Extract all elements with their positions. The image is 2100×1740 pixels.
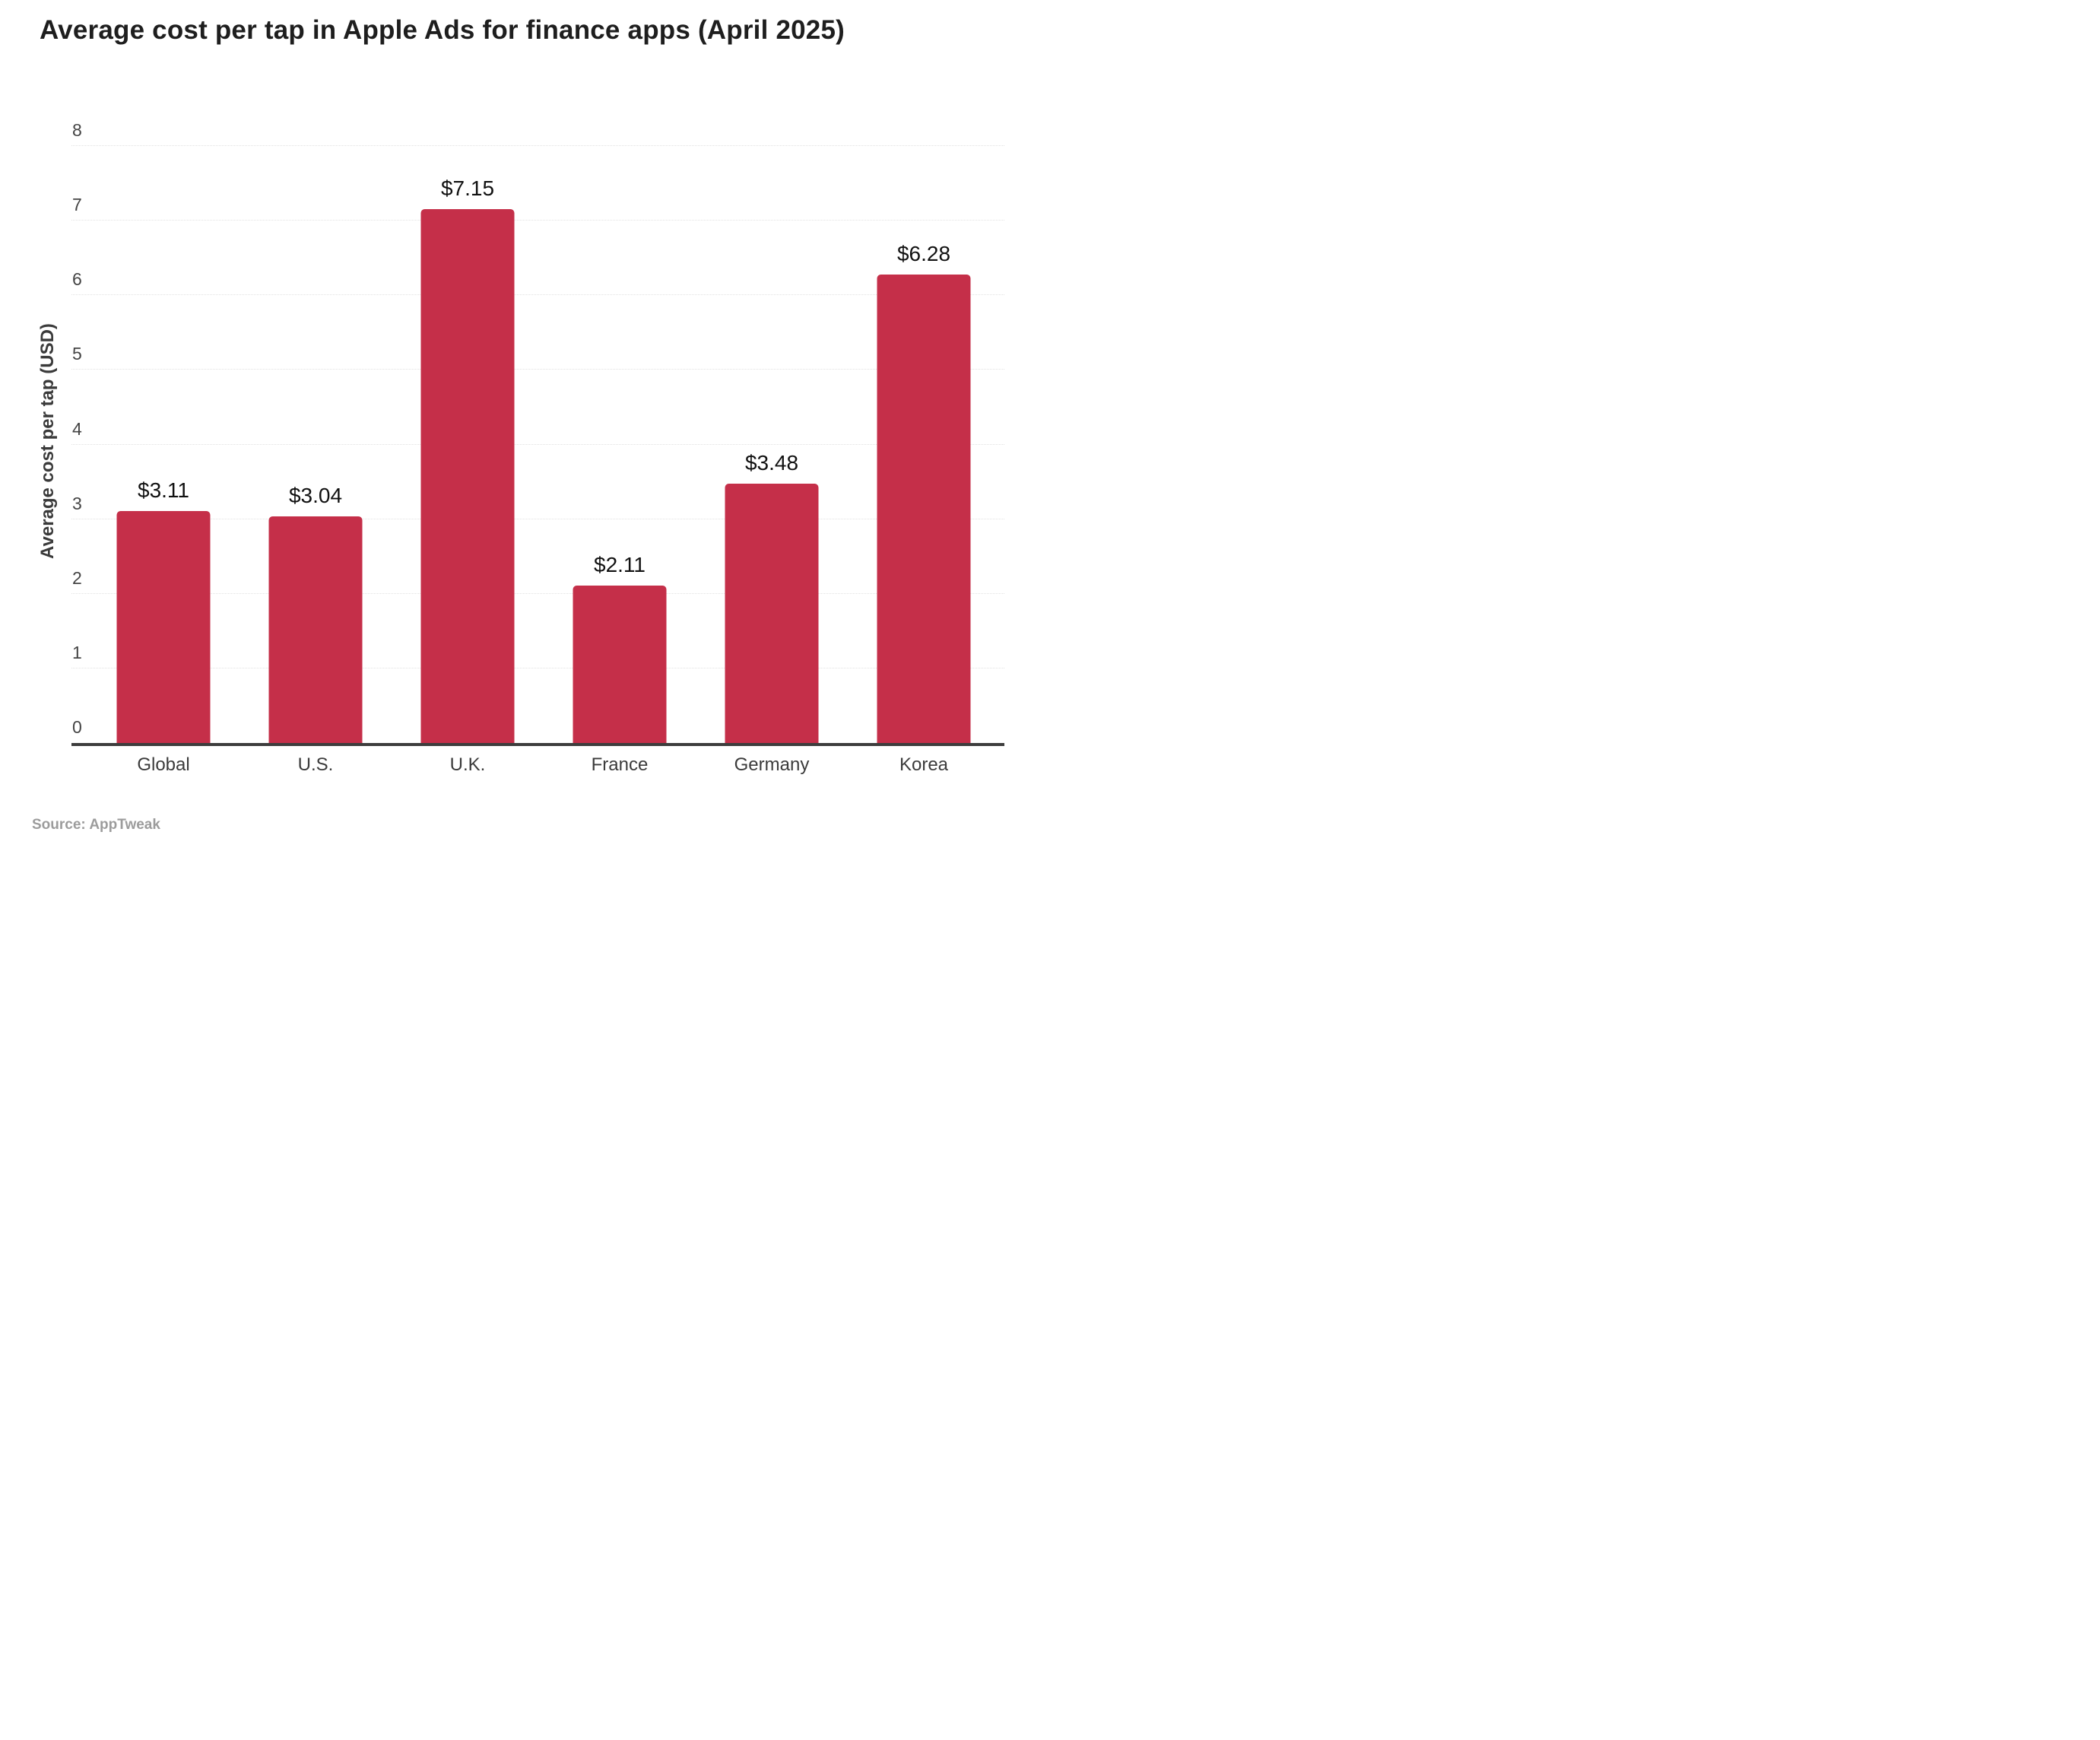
bar-value-label: $2.11 (594, 552, 646, 576)
gridline (71, 220, 1004, 221)
x-axis-line (71, 743, 1004, 746)
gridline (71, 592, 1004, 594)
y-tick-label: 0 (72, 717, 82, 737)
y-axis-title: Average cost per tap (USD) (37, 323, 58, 559)
y-tick-label: 2 (72, 567, 82, 588)
bar-slot: $6.28 (848, 146, 1000, 743)
bar-value-label: $3.48 (744, 450, 799, 475)
gridline (71, 294, 1004, 296)
x-axis-label: Germany (734, 754, 810, 775)
y-tick-label: 3 (72, 493, 82, 513)
bar-slot: $2.11 (544, 146, 696, 743)
plot-area: 0 1 2 3 4 5 6 7 8 $3.11 $3.04 $7.15 $2.11 $3.48 $6.28 (71, 122, 1004, 743)
bar-value-label: $3.11 (138, 478, 189, 502)
y-tick-label: 7 (72, 195, 82, 215)
y-tick-label: 1 (72, 642, 82, 662)
x-axis-labels: Global U.S. U.K. France Germany Korea (87, 754, 1000, 785)
gridline (71, 145, 1004, 146)
bar-slot: $7.15 (392, 146, 544, 743)
bar-korea (877, 274, 971, 743)
bar-france (573, 585, 667, 743)
bar-value-label: $6.28 (896, 241, 951, 265)
x-axis-label: U.S. (297, 754, 334, 775)
bar-slot: $3.11 (87, 146, 240, 743)
x-axis-label: France (591, 754, 649, 775)
y-tick-label: 8 (72, 120, 82, 140)
bar-uk (420, 209, 515, 743)
bar-value-label: $3.04 (288, 483, 343, 507)
chart-title: Average cost per tap in Apple Ads for fi… (40, 15, 845, 45)
bar-global (116, 510, 211, 743)
y-tick-label: 4 (72, 418, 82, 439)
chart-canvas: Average cost per tap in Apple Ads for fi… (0, 0, 1050, 870)
x-axis-label: Korea (899, 754, 949, 775)
x-axis-label: U.K. (449, 754, 486, 775)
gridline (71, 443, 1004, 445)
y-tick-label: 5 (72, 344, 82, 364)
bar-germany (725, 483, 819, 743)
gridline (71, 369, 1004, 370)
x-axis-label: Global (137, 754, 190, 775)
bar-slot: $3.04 (240, 146, 392, 743)
bar-value-label: $7.15 (440, 176, 495, 201)
y-tick-label: 6 (72, 269, 82, 290)
bar-slot: $3.48 (696, 146, 848, 743)
source-note: Source: AppTweak (32, 817, 160, 833)
bar-us (268, 516, 363, 743)
